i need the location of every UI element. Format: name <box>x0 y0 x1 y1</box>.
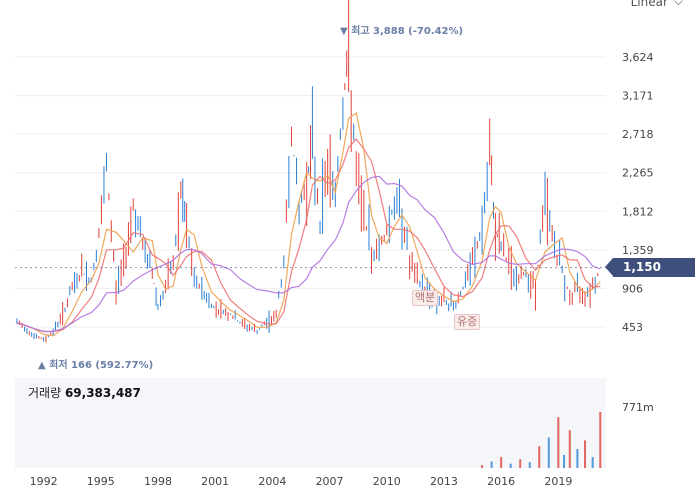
y-tick-label: 1,812 <box>622 205 654 218</box>
volume-bar <box>599 412 602 468</box>
y-tick-label: 1,359 <box>622 244 654 257</box>
max-price-annotation: ▼ 최고 3,888 (-70.42%) <box>340 26 464 37</box>
event-marker-rights-offering[interactable]: 유증 <box>454 314 481 330</box>
volume-bar <box>481 465 484 468</box>
min-price-annotation: ▲ 최저 166 (592.77%) <box>38 360 154 371</box>
ma-mid-line <box>16 138 601 333</box>
event-marker-split[interactable]: 액분 <box>412 290 439 306</box>
volume-label: 거래량 69,383,487 <box>28 384 141 401</box>
x-tick-label: 2010 <box>373 475 401 488</box>
ma-long-line <box>16 175 601 333</box>
scale-toggle[interactable]: Linear ⌵ <box>631 0 683 9</box>
x-tick-label: 2007 <box>316 475 344 488</box>
x-tick-label: 2001 <box>201 475 229 488</box>
volume-bar <box>568 430 571 468</box>
volume-bar <box>576 449 579 468</box>
y-tick-label: 453 <box>622 321 643 334</box>
y-tick-label: 3,624 <box>622 51 654 64</box>
volume-bar <box>584 440 587 468</box>
x-tick-label: 2016 <box>487 475 515 488</box>
volume-bar <box>519 459 522 468</box>
volume-bar <box>547 437 550 468</box>
volume-bar <box>490 461 493 468</box>
scale-label: Linear <box>630 0 668 9</box>
volume-bar <box>557 417 560 468</box>
ma-short-line <box>16 111 601 337</box>
volume-value: 69,383,487 <box>64 386 141 400</box>
x-tick-label: 1995 <box>87 475 115 488</box>
volume-bar <box>500 457 503 468</box>
volume-bar <box>528 462 531 468</box>
volume-title: 거래량 <box>28 386 62 400</box>
x-tick-label: 2004 <box>258 475 286 488</box>
x-tick-label: 2013 <box>430 475 458 488</box>
y-tick-label: 906 <box>622 282 643 295</box>
chevron-down-icon: ⌵ <box>673 0 683 8</box>
y-tick-label: 2,718 <box>622 128 654 141</box>
volume-tick-label: 771m <box>622 401 654 414</box>
y-tick-label: 2,265 <box>622 167 654 180</box>
volume-bar <box>509 463 512 468</box>
x-tick-label: 1998 <box>144 475 172 488</box>
current-price-badge: 1,150 <box>605 258 695 278</box>
volume-bar <box>538 446 541 468</box>
volume-panel-bg <box>15 378 606 468</box>
volume-bar <box>563 454 566 468</box>
x-tick-label: 2019 <box>544 475 572 488</box>
x-tick-label: 1992 <box>30 475 58 488</box>
y-tick-label: 3,171 <box>622 90 654 103</box>
volume-bar <box>591 457 594 468</box>
